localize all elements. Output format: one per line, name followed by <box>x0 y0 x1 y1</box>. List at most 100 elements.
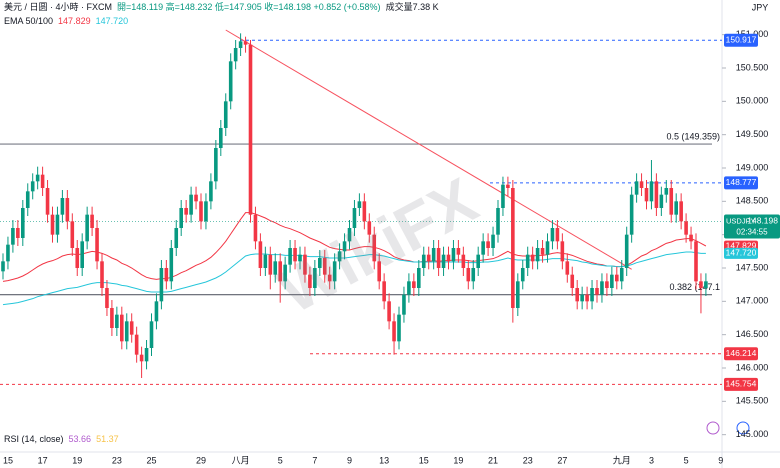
candle-body <box>233 48 238 62</box>
rsi-value: 53.66 <box>69 434 92 444</box>
candle-body <box>466 268 471 282</box>
candle-body <box>90 214 94 228</box>
candle-body <box>293 248 297 262</box>
level-tag-label: 150.917 <box>726 34 757 44</box>
candle-body <box>367 221 372 235</box>
candle-body <box>496 208 500 235</box>
candle-body <box>134 334 139 355</box>
candle-body <box>649 181 654 202</box>
candle-body <box>85 214 89 242</box>
y-tick-label: 146.500 <box>736 329 769 339</box>
candle-body <box>204 201 208 222</box>
candle-body <box>476 254 480 268</box>
candle-body <box>273 261 278 275</box>
candle-body <box>337 251 342 262</box>
candle-body <box>322 258 327 275</box>
candle-body <box>486 241 490 248</box>
symbol: 美元 / 日圆 · 4小時 · FXCM <box>4 1 112 12</box>
candle-body <box>417 268 421 288</box>
header: 美元 / 日圆 · 4小時 · FXCM 開=148.119 高=148.232 … <box>4 1 439 12</box>
candle-body <box>615 274 619 282</box>
ema-line <box>2 251 706 306</box>
candle-body <box>679 201 683 222</box>
candle-body <box>426 254 431 262</box>
candle-body <box>689 234 693 242</box>
candle-body <box>377 261 381 282</box>
candle-body <box>11 228 15 245</box>
candle-body <box>105 288 109 308</box>
candle-body <box>194 194 198 202</box>
candle-body <box>50 214 55 235</box>
x-tick-label: 八月 <box>232 455 250 465</box>
candle-body <box>179 208 183 228</box>
trendline <box>225 29 632 270</box>
candle-body <box>313 268 317 288</box>
candle-body <box>560 241 565 262</box>
candle-body <box>144 348 149 362</box>
candle-body <box>372 234 377 262</box>
candle-body <box>402 294 406 315</box>
candle-body <box>491 234 495 248</box>
x-tick-label: 19 <box>72 455 82 465</box>
candle-body <box>303 254 307 275</box>
indicator-legend: EMA 50/100 147.829 147.720 <box>4 16 128 26</box>
x-tick-label: 23 <box>112 455 122 465</box>
x-tick-label: 17 <box>38 455 48 465</box>
candle-body <box>228 61 233 102</box>
candle-body <box>605 281 609 288</box>
candle-body <box>481 241 485 255</box>
candle-body <box>520 268 525 282</box>
candle-body <box>421 254 426 268</box>
rsi-value: 51.37 <box>96 434 119 444</box>
candle-body <box>95 228 99 262</box>
candle-body <box>525 254 530 268</box>
event-icon[interactable] <box>706 421 720 435</box>
flag-icon[interactable] <box>736 421 750 435</box>
candle-body <box>129 321 134 335</box>
x-tick-label: 19 <box>453 455 463 465</box>
ema-value: 147.720 <box>96 16 129 26</box>
candle-body <box>704 281 708 288</box>
level-tag <box>724 33 758 47</box>
candle-body <box>580 294 584 302</box>
candle-body <box>80 241 84 268</box>
candle-body <box>436 248 441 268</box>
candle-body <box>243 41 248 45</box>
candle-body <box>684 221 688 235</box>
x-tick-label: 25 <box>146 455 156 465</box>
candle-body <box>600 281 604 295</box>
x-tick-label: 5 <box>278 455 283 465</box>
candle-body <box>21 208 25 238</box>
candle-body <box>169 248 174 282</box>
candle-body <box>595 288 599 295</box>
ohlc: 開=148.119 高=148.232 低=147.905 收=148.198 … <box>117 1 381 12</box>
candle-body <box>248 44 253 215</box>
candle-body <box>288 248 292 265</box>
candle-body <box>545 241 550 255</box>
candle-body <box>184 208 188 215</box>
candle-body <box>25 191 30 208</box>
candle-body <box>223 101 228 128</box>
candle-body <box>565 261 570 275</box>
x-tick-label: 7 <box>312 455 317 465</box>
candle-body <box>511 188 515 308</box>
candle-body <box>263 254 268 268</box>
candle-body <box>258 241 263 268</box>
candle-body <box>471 268 476 282</box>
candle-body <box>362 201 367 222</box>
candle-body <box>283 264 287 282</box>
level-tag-label: 148.777 <box>726 177 757 187</box>
candle-body <box>664 188 669 195</box>
fib-label: 0.382 (147.1 <box>669 282 720 292</box>
candle-body <box>154 301 159 322</box>
candle-body <box>387 301 391 322</box>
ema-tag-label: 147.720 <box>726 248 757 258</box>
ema-tag <box>724 247 758 259</box>
candle-body <box>629 194 634 235</box>
level-tag-label: 146.214 <box>726 348 757 358</box>
candle-body <box>60 198 65 215</box>
candle-body <box>446 254 451 262</box>
x-tick-label: 5 <box>684 455 689 465</box>
candle-body <box>540 248 545 255</box>
